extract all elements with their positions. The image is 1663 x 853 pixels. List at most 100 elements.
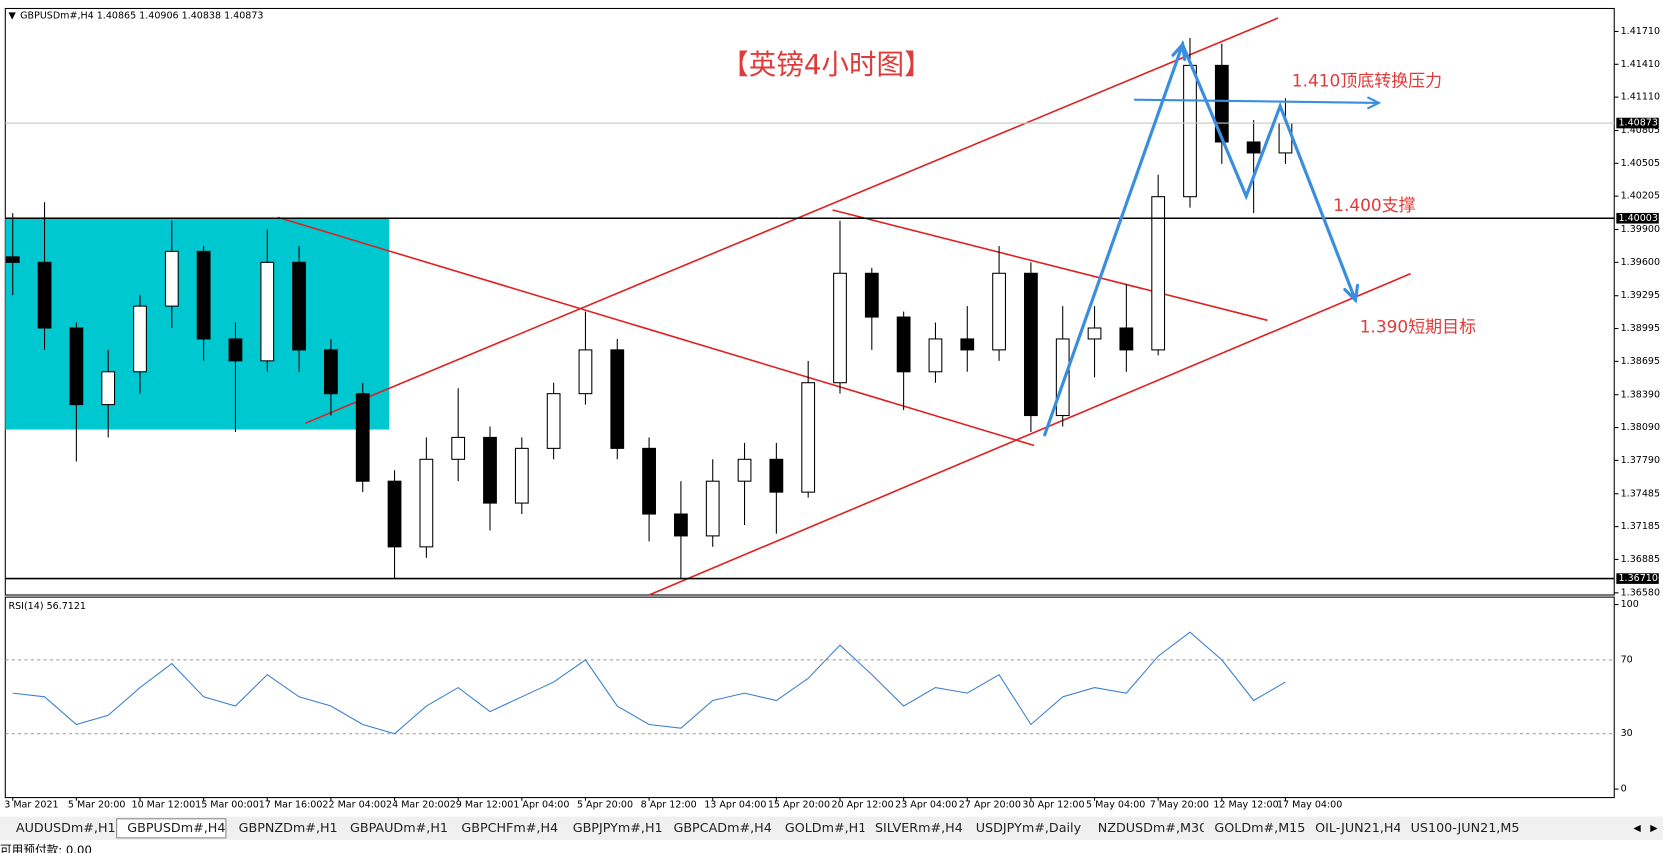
x-tick-label: 20 Apr 12:00	[832, 799, 894, 810]
arrow-path	[1043, 40, 1358, 437]
candle-body	[992, 272, 1006, 351]
tab-label[interactable]: SILVERm#,H4	[875, 820, 963, 835]
candle-body	[1151, 196, 1166, 351]
candle-body	[69, 327, 84, 406]
y-tick-label: 0	[1621, 784, 1627, 795]
candle-body	[514, 447, 529, 504]
candle-body	[928, 338, 943, 373]
y-tick-label: 1.37485	[1621, 488, 1660, 499]
y-tick-label: 1.40205	[1621, 191, 1660, 202]
tab-box	[864, 818, 964, 838]
candle-body	[674, 513, 688, 537]
tab-label[interactable]: GBPJPYm#,H1	[573, 820, 663, 835]
tab[interactable]: GBPJPYm#,H1	[562, 818, 663, 838]
candle-body	[228, 338, 243, 362]
channel-upper	[305, 17, 1279, 424]
descending-line	[832, 209, 1268, 322]
tab-label[interactable]: GOLDm#,H1	[785, 820, 867, 835]
x-tick-label: 10 Mar 12:00	[132, 799, 196, 810]
tab-label[interactable]: GBPAUDm#,H1	[350, 820, 448, 835]
tab-box	[1399, 818, 1531, 838]
tab[interactable]: AUDUSDm#,H1	[5, 818, 116, 838]
tab-scroll-left[interactable]: ◀	[1633, 823, 1641, 834]
candle-body	[960, 338, 975, 351]
candle-body	[896, 316, 911, 373]
candle-body	[324, 349, 338, 395]
tab[interactable]: GBPCHFm#,H4	[450, 818, 560, 838]
tab-label[interactable]: GBPCHFm#,H4	[461, 820, 558, 835]
candle-body	[451, 436, 466, 460]
tab[interactable]: GOLDm#,M15	[1203, 818, 1306, 838]
rsi-line	[12, 631, 1286, 735]
tab-box	[965, 818, 1085, 838]
tab-label[interactable]: OIL-JUN21,H4	[1315, 820, 1401, 835]
tab[interactable]: GBPUSDm#,H4	[116, 818, 227, 839]
tab-label[interactable]: GBPNZDm#,H1	[239, 820, 338, 835]
tab-label[interactable]: US100-JUN21,M5	[1411, 820, 1520, 835]
tab-label[interactable]: AUDUSDm#,H1	[16, 820, 116, 835]
tab[interactable]: US100-JUN21,M5	[1399, 818, 1531, 838]
y-tick-label: 1.38390	[1621, 389, 1660, 400]
candle-body	[164, 250, 179, 307]
candle-body	[419, 458, 434, 548]
candle-body	[260, 261, 275, 362]
x-tick-label: 15 Apr 20:00	[768, 799, 830, 810]
forecast-arrows	[1043, 40, 1382, 437]
tab[interactable]: SILVERm#,H4	[864, 818, 964, 838]
candle-body	[1087, 327, 1102, 340]
x-tick-label: 23 Apr 04:00	[895, 799, 957, 810]
arrow-head	[1367, 96, 1382, 110]
candle-body	[1183, 64, 1197, 198]
y-tick-label: 1.38995	[1621, 323, 1660, 334]
candle-body	[37, 261, 52, 329]
candle-body	[483, 436, 497, 504]
tab-box	[450, 818, 560, 838]
price-label: 1.40003	[1618, 213, 1657, 224]
tab-box	[1087, 818, 1202, 838]
price-label-box	[1616, 573, 1659, 584]
y-tick-label: 1.36885	[1621, 554, 1660, 565]
trend-lines	[277, 17, 1411, 596]
x-tick-label: 7 May 20:00	[1150, 799, 1209, 810]
candle-body	[133, 305, 147, 373]
candle-body	[610, 349, 625, 449]
tab[interactable]: NZDUSDm#,M30	[1087, 818, 1207, 838]
collapse-icon[interactable]: ▼	[8, 10, 16, 21]
y-tick-label: 100	[1621, 599, 1639, 610]
y-tick-label: 1.41410	[1621, 59, 1660, 70]
rsi-panel	[4, 596, 1615, 799]
candle-body	[578, 349, 593, 395]
x-tick-label: 3 Mar 2021	[4, 799, 58, 810]
tab-box	[1203, 818, 1303, 838]
candle-body	[546, 393, 561, 449]
tab-label[interactable]: GBPCADm#,H4	[673, 820, 771, 835]
tab-label[interactable]: NZDUSDm#,M30	[1098, 820, 1207, 835]
tab-label[interactable]: GOLDm#,M15	[1214, 820, 1305, 835]
tab[interactable]: USDJPYm#,Daily	[965, 818, 1085, 838]
candle-body	[292, 261, 306, 351]
tab-scroll-right[interactable]: ▶	[1650, 823, 1658, 834]
price-label-box	[1616, 117, 1659, 129]
tab-label[interactable]: GBPUSDm#,H4	[127, 820, 225, 835]
y-tick-label: 1.41110	[1621, 92, 1660, 103]
chart-title: GBPUSDm#,H4 1.40865 1.40906 1.40838 1.40…	[20, 10, 263, 21]
x-tick-label: 30 Apr 12:00	[1022, 799, 1084, 810]
tab-box	[116, 818, 227, 839]
annotation: 1.410顶底转换压力	[1292, 71, 1442, 91]
candle-body	[5, 256, 20, 263]
arrow-head	[1171, 40, 1187, 61]
x-tick-label: 8 Apr 12:00	[641, 799, 697, 810]
candle-body	[196, 250, 211, 340]
tab-label[interactable]: USDJPYm#,Daily	[976, 820, 1082, 835]
price-label-box	[1616, 212, 1659, 224]
tab[interactable]: OIL-JUN21,H4	[1304, 818, 1402, 838]
x-tick-label: 5 May 04:00	[1086, 799, 1145, 810]
annotation: 1.400支撑	[1333, 195, 1415, 215]
tab-box	[662, 818, 773, 838]
tab[interactable]: GOLDm#,H1	[774, 818, 867, 838]
tab[interactable]: GBPAUDm#,H1	[339, 818, 449, 838]
arrow-line	[1133, 98, 1380, 104]
candle-body	[769, 458, 784, 493]
tab[interactable]: GBPCADm#,H4	[662, 818, 773, 838]
tab[interactable]: GBPNZDm#,H1	[228, 818, 338, 838]
